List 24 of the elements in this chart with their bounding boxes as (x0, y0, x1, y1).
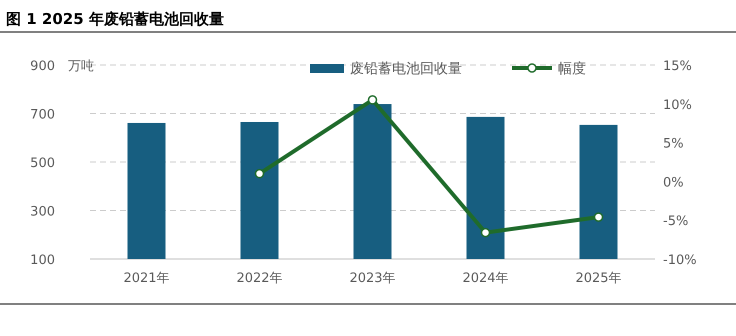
legend-label: 幅度 (558, 61, 586, 77)
x-tick-label: 2023年 (349, 271, 396, 286)
y-tick-label: 900 (30, 59, 55, 74)
y2-tick-label: 5% (663, 136, 684, 152)
y2-tick-label: 0% (663, 175, 684, 190)
y-tick-label: 100 (30, 253, 55, 268)
y-axis-title: 万吨 (68, 59, 94, 74)
chart-title: 图 1 2025 年废铅蓄电池回收量 (6, 10, 224, 28)
legend-label: 废铅蓄电池回收量 (350, 61, 462, 77)
x-tick-label: 2024年 (462, 271, 509, 286)
point (368, 95, 378, 105)
x-tick-label: 2021年 (123, 271, 170, 286)
x-tick-label: 2025年 (575, 271, 622, 286)
y2-tick-label: 15% (663, 59, 692, 74)
point (254, 168, 264, 178)
y-tick-label: 700 (30, 108, 55, 122)
y-tick-label: 500 (30, 156, 55, 171)
y2-tick-label: -5% (663, 214, 688, 230)
point (594, 212, 604, 222)
point (480, 228, 490, 238)
x-tick-label: 2022年 (236, 271, 283, 286)
y2-tick-label: -10% (663, 253, 697, 268)
y2-tick-label: 10% (663, 98, 692, 113)
y-tick-label: 300 (30, 204, 55, 220)
